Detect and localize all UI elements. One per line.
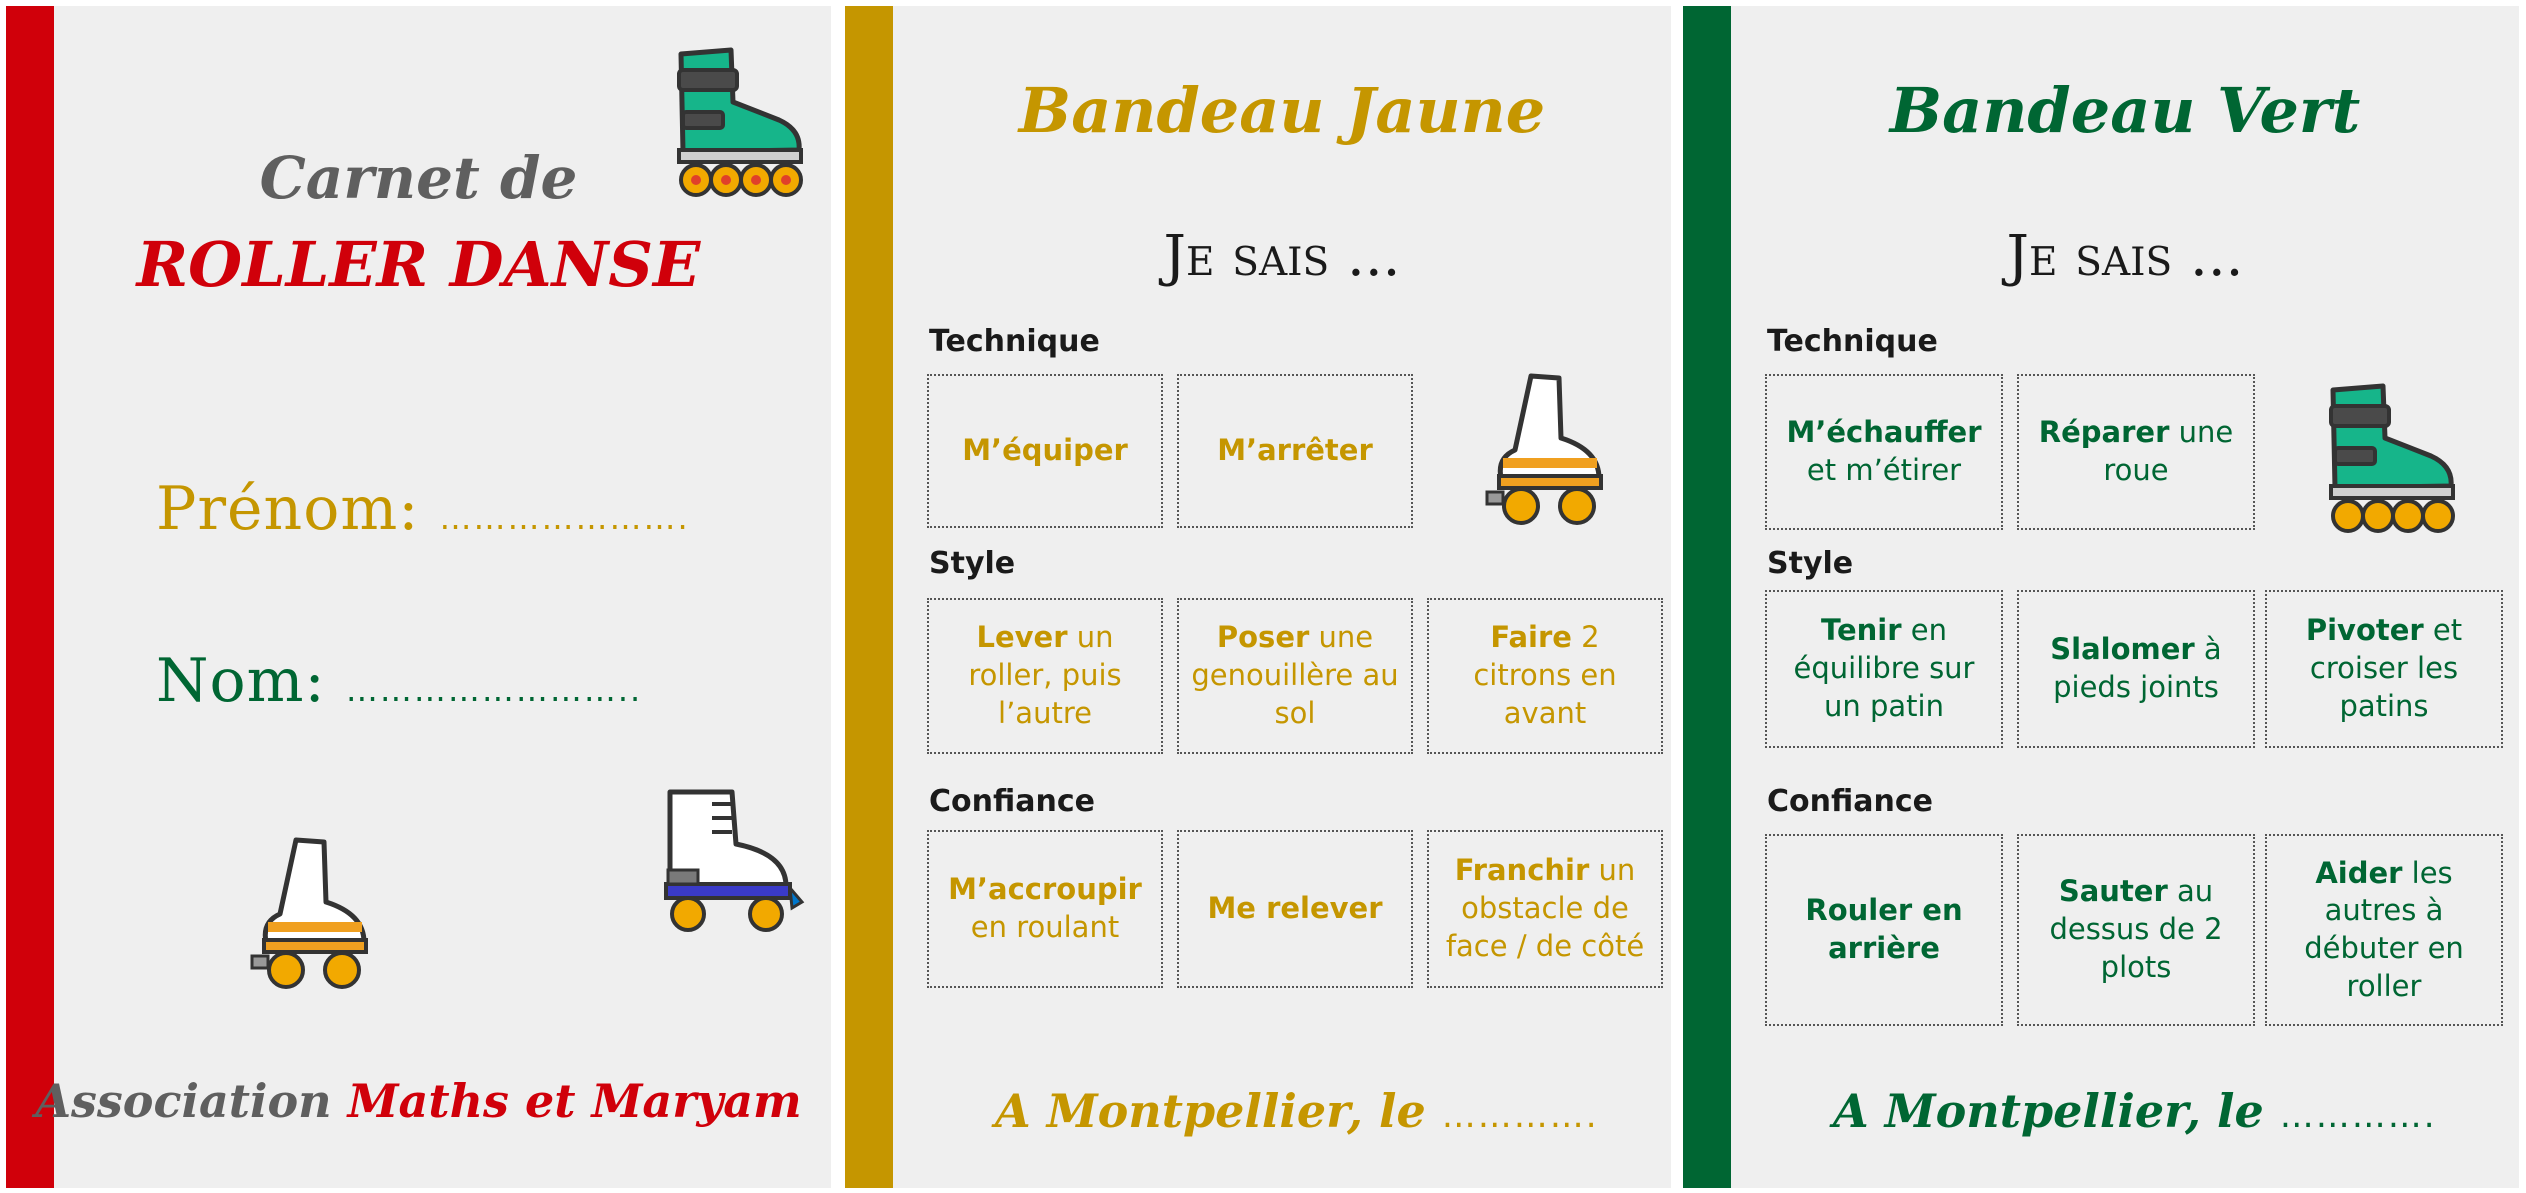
green-style-label: Style <box>1767 546 1854 581</box>
green-confiance-box: Sauter au dessus de 2 plots <box>2017 834 2255 1026</box>
quad-skate-icon <box>1485 373 1603 525</box>
footer-text: A Montpellier, le <box>1833 1084 2264 1138</box>
box-bold: Franchir <box>1454 853 1590 888</box>
yellow-footer: A Montpellier, le …………. <box>995 1084 1599 1138</box>
nom-label: Nom: <box>156 646 326 716</box>
box-bold: M’équiper <box>962 433 1128 468</box>
green-technique-box: M’échauffer et m’étirer <box>1765 374 2003 530</box>
box-rest: au dessus de 2 plots <box>2049 874 2223 984</box>
green-style-box: Pivoter et croiser les patins <box>2265 590 2503 748</box>
yellow-style-box: Faire 2 citrons en avant <box>1427 598 1663 754</box>
quad-skate-icon <box>250 837 368 989</box>
yellow-technique-box: M’arrêter <box>1177 374 1413 528</box>
yellow-title: Bandeau Jaune <box>1018 74 1546 147</box>
box-rest: en roulant <box>970 910 1120 944</box>
green-style-box: Slalomer à pieds joints <box>2017 590 2255 748</box>
footer-dots: …………. <box>1441 1096 1599 1136</box>
yellow-confiance-box: Franchir un obstacle de face / de côté <box>1427 830 1663 988</box>
box-rest: un roller, puis l’autre <box>968 620 1122 730</box>
red-stripe <box>6 6 54 1188</box>
box-bold: Rouler en arrière <box>1805 893 1963 965</box>
green-footer: A Montpellier, le …………. <box>1833 1084 2437 1138</box>
association-line: Association Maths et Maryam <box>6 1074 831 1128</box>
prenom-field: Prénom: …………………. <box>156 474 690 544</box>
box-bold: Lever <box>976 620 1068 655</box>
box-bold: M’accroupir <box>948 872 1142 907</box>
inline-skate-icon <box>2329 383 2455 533</box>
green-style-box: Tenir en équilibre sur un patin <box>1765 590 2003 748</box>
assoc-name: Maths et Maryam <box>347 1074 802 1128</box>
box-bold: Réparer <box>2038 415 2170 450</box>
yellow-style-box: Poser une genouillère au sol <box>1177 598 1413 754</box>
green-technique-label: Technique <box>1767 324 1938 359</box>
nom-field: Nom: …………………….. <box>156 646 642 716</box>
box-rest: 2 citrons en avant <box>1473 620 1617 730</box>
green-confiance-box: Aider les autres à débuter en roller <box>2265 834 2503 1026</box>
gold-stripe <box>845 6 893 1188</box>
box-bold: Slalomer <box>2050 632 2195 667</box>
assoc-prefix: Association <box>35 1074 332 1128</box>
box-rest: et m’étirer <box>1806 453 1962 487</box>
footer-dots: …………. <box>2279 1096 2437 1136</box>
quad-skate-icon <box>664 789 805 932</box>
green-panel: Bandeau Vert Je sais ... Technique M’éch… <box>1683 6 2519 1188</box>
box-bold: Aider <box>2315 855 2403 890</box>
yellow-style-label: Style <box>929 546 1016 581</box>
yellow-confiance-box: Me relever <box>1177 830 1413 988</box>
prenom-label: Prénom: <box>156 474 420 544</box>
box-rest: une genouillère au sol <box>1191 620 1399 730</box>
box-bold: Tenir <box>1821 613 1902 648</box>
nom-dots: …………………….. <box>345 671 643 709</box>
yellow-subtitle: Je sais ... <box>1163 224 1401 289</box>
yellow-technique-box: M’équiper <box>927 374 1163 528</box>
green-stripe <box>1683 6 1731 1188</box>
yellow-panel: Bandeau Jaune Je sais ... Technique M’éq… <box>845 6 1671 1188</box>
green-technique-box: Réparer une roue <box>2017 374 2255 530</box>
box-bold: Faire <box>1490 620 1572 655</box>
box-rest: une roue <box>2103 415 2234 487</box>
green-subtitle: Je sais ... <box>2006 224 2244 289</box>
yellow-style-box: Lever un roller, puis l’autre <box>927 598 1163 754</box>
prenom-dots: …………………. <box>439 499 690 537</box>
cover-title-line1: Carnet de <box>259 144 578 212</box>
box-bold: Pivoter <box>2305 613 2424 648</box>
green-confiance-box: Rouler en arrière <box>1765 834 2003 1026</box>
box-rest: les autres à débuter en roller <box>2304 855 2464 1003</box>
box-rest: un obstacle de face / de côté <box>1445 853 1645 963</box>
footer-text: A Montpellier, le <box>995 1084 1426 1138</box>
box-bold: Poser <box>1216 620 1310 655</box>
inline-skate-icon <box>677 47 803 197</box>
box-bold: M’arrêter <box>1217 433 1373 468</box>
box-rest: et croiser les patins <box>2309 613 2463 723</box>
yellow-confiance-box: M’accroupir en roulant <box>927 830 1163 988</box>
box-bold: M’échauffer <box>1786 415 1982 450</box>
yellow-confiance-label: Confiance <box>929 784 1095 819</box>
cover-title-line2: ROLLER DANSE <box>136 228 701 301</box>
green-confiance-label: Confiance <box>1767 784 1933 819</box>
box-rest: en équilibre sur un patin <box>1793 613 1975 723</box>
yellow-technique-label: Technique <box>929 324 1100 359</box>
cover-panel: Carnet de ROLLER DANSE Prénom: …………………. … <box>6 6 831 1188</box>
box-rest: à pieds joints <box>2053 632 2222 704</box>
green-title: Bandeau Vert <box>1889 74 2361 147</box>
box-bold: Me relever <box>1207 891 1383 926</box>
box-bold: Sauter <box>2058 874 2168 909</box>
